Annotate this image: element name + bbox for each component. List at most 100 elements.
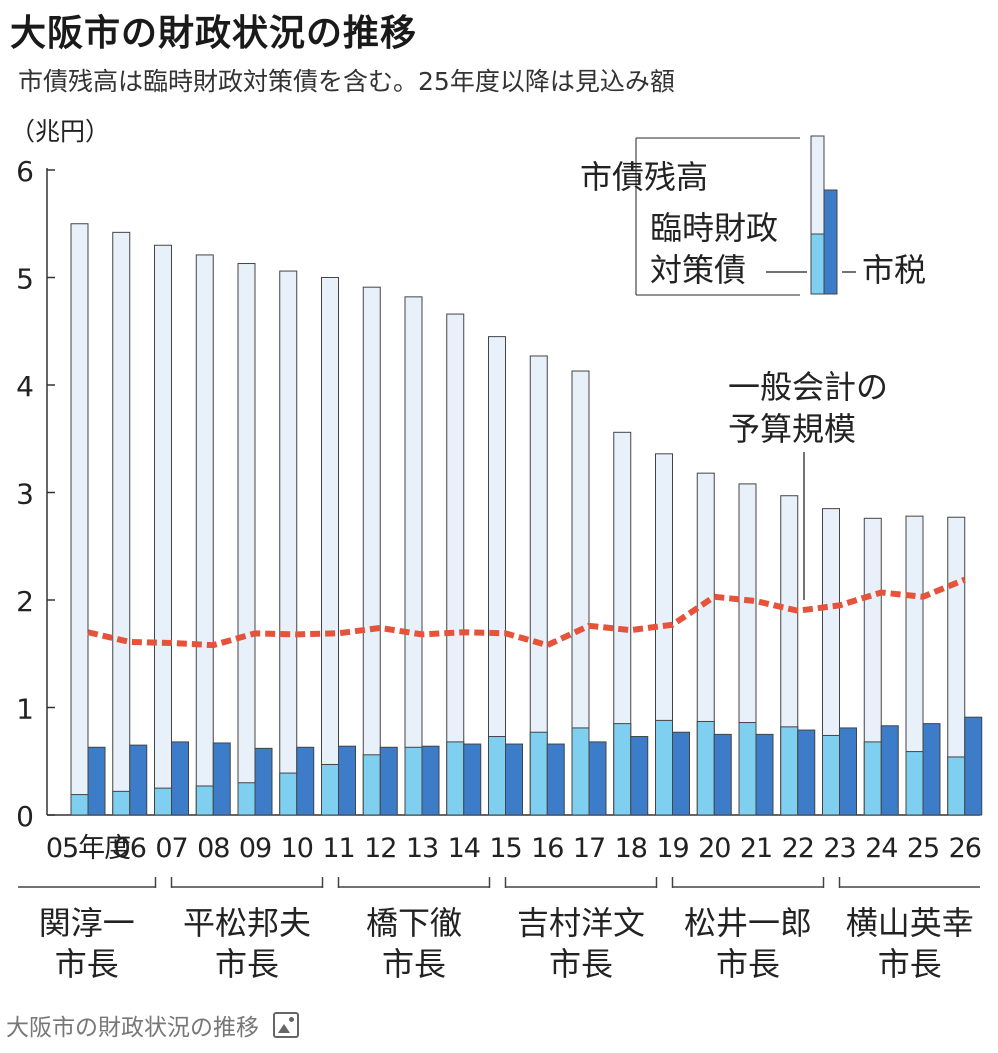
chart-title: 大阪市の財政状況の推移: [10, 13, 418, 54]
tax-bar: [630, 736, 649, 816]
y-tick-label: 6: [16, 155, 34, 188]
legend-extra-label: 対策債: [650, 251, 746, 289]
y-tick-label: 4: [16, 370, 34, 403]
x-tick-label: 25: [907, 833, 939, 864]
x-tick-label: 10: [281, 833, 313, 864]
legend-tax-label: 市税: [862, 251, 926, 289]
tax-bar: [212, 742, 231, 816]
mayor-name: 平松邦夫: [183, 904, 311, 942]
tax-bar: [421, 745, 440, 816]
debt-bar: [195, 254, 214, 816]
extra-debt-bar: [279, 772, 298, 816]
figure-caption: 大阪市の財政状況の推移: [6, 1008, 299, 1042]
extra-debt-bar: [822, 734, 840, 816]
mayor-title: 市長: [55, 945, 119, 983]
extra-debt-bar: [738, 722, 757, 816]
debt-bar: [279, 270, 298, 816]
mayor-name: 吉村洋文: [517, 904, 645, 942]
mayor-title: 市長: [878, 945, 942, 983]
extra-debt-bar: [529, 731, 548, 816]
tax-bar: [922, 723, 941, 816]
debt-bar: [237, 263, 256, 816]
extra-debt-bar: [154, 787, 172, 816]
x-tick-label: 11: [322, 833, 354, 864]
x-tick-label: 07: [155, 833, 187, 864]
extra-debt-bar: [237, 782, 256, 816]
extra-debt-bar: [446, 741, 465, 816]
x-tick-label: 12: [364, 833, 396, 864]
y-tick-label: 2: [16, 585, 34, 618]
image-icon[interactable]: [273, 1012, 299, 1038]
tax-bar: [755, 733, 774, 816]
debt-bar: [404, 296, 423, 816]
tax-bar: [296, 746, 315, 816]
debt-bar: [321, 277, 339, 816]
x-tick-label: 14: [448, 833, 480, 864]
y-tick-label: 3: [16, 478, 34, 511]
extra-debt-bar: [571, 727, 590, 816]
x-tick-label: 20: [698, 833, 730, 864]
tax-bar: [797, 729, 816, 816]
tax-bar: [880, 725, 899, 816]
y-tick-label: 0: [16, 800, 34, 833]
extra-debt-bar: [613, 723, 632, 816]
tax-bar: [338, 745, 356, 816]
tax-bar: [379, 746, 398, 816]
budget-annotation: 予算規模: [728, 410, 856, 448]
x-tick-label: 09: [239, 833, 271, 864]
y-tick-label: 5: [16, 263, 34, 296]
x-tick-label: 24: [865, 833, 897, 864]
mayor-name: 松井一郎: [684, 904, 812, 942]
extra-debt-bar: [863, 741, 882, 816]
tax-bar: [463, 743, 482, 816]
x-tick-label: 21: [740, 833, 772, 864]
y-tick-label: 1: [16, 693, 34, 726]
mayor-title: 市長: [549, 945, 613, 983]
budget-line-group: [87, 576, 966, 649]
tax-bar: [546, 743, 565, 816]
extra-debt-bar: [195, 785, 214, 816]
extra-debt-bar: [488, 736, 506, 816]
tax-bar: [171, 741, 189, 816]
extra-debt-bar: [905, 751, 924, 816]
tax-bar: [964, 716, 983, 816]
legend-debt-label: 市債残高: [580, 158, 708, 196]
x-tick-label: 23: [823, 833, 855, 864]
tax-bar: [713, 733, 732, 816]
x-tick-label: 19: [656, 833, 688, 864]
extra-debt-bar: [780, 726, 799, 816]
caption-text: 大阪市の財政状況の推移: [6, 1015, 259, 1041]
tax-bar: [505, 743, 523, 816]
debt-bar: [154, 244, 172, 816]
tax-bar: [588, 741, 607, 816]
mayor-title: 市長: [382, 945, 446, 983]
tax-bar: [672, 731, 690, 816]
extra-debt-bar: [404, 746, 423, 816]
x-tick-label: 06: [114, 833, 146, 864]
extra-debt-bar: [655, 719, 673, 816]
tax-bar: [87, 746, 106, 816]
x-tick-label: 22: [782, 833, 814, 864]
tax-bar: [839, 727, 857, 816]
mayor-title: 市長: [716, 945, 780, 983]
mayor-title: 市長: [215, 945, 279, 983]
y-unit-label: （兆円）: [10, 117, 110, 146]
legend-extra-label: 臨時財政: [650, 209, 778, 247]
debt-bar: [446, 313, 465, 816]
x-tick-label: 13: [406, 833, 438, 864]
bar-group: [70, 223, 983, 816]
legend-tax-swatch: [823, 189, 838, 295]
legend-extra-swatch: [810, 233, 825, 295]
extra-debt-bar: [70, 794, 89, 816]
budget-annotation: 一般会計の: [728, 368, 888, 406]
x-tick-label: 16: [531, 833, 563, 864]
x-tick-label: 05年度: [46, 833, 130, 864]
